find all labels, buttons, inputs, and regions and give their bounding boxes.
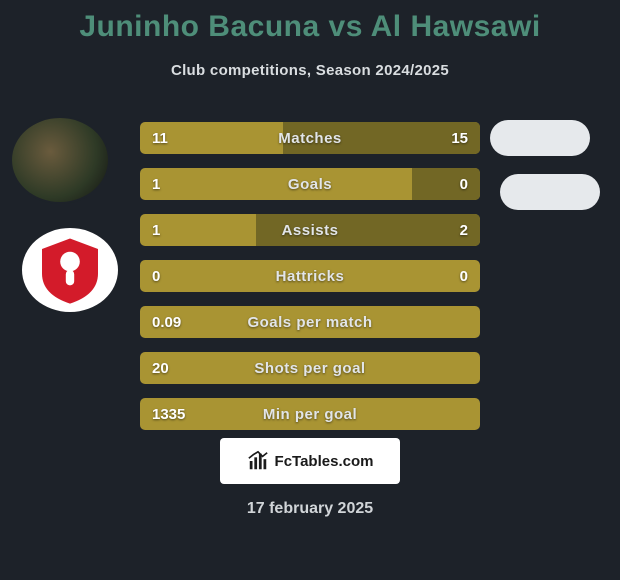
stat-label: Min per goal [140,406,480,423]
stat-right-value: 2 [432,222,468,239]
page-subtitle: Club competitions, Season 2024/2025 [0,62,620,79]
stat-row-gpm: 0.09 Goals per match [140,306,480,338]
stat-right-value: 0 [432,176,468,193]
stat-row-mpg: 1335 Min per goal [140,398,480,430]
stat-row-goals: 1 Goals 0 [140,168,480,200]
stat-label: Shots per goal [140,360,480,377]
stats-container: 11 Matches 15 1 Goals 0 1 Assists 2 0 Ha… [140,122,480,444]
brand-text: FcTables.com [275,453,374,470]
chart-icon [247,450,269,472]
stat-label: Assists [140,222,480,239]
stat-label: Goals per match [140,314,480,331]
stat-right-value: 0 [432,268,468,285]
stat-label: Hattricks [140,268,480,285]
stat-right-value: 15 [432,130,468,147]
stat-row-hattricks: 0 Hattricks 0 [140,260,480,292]
stat-label: Goals [140,176,480,193]
stat-row-assists: 1 Assists 2 [140,214,480,246]
player-right-pill-2 [500,174,600,210]
club-crest-icon [35,235,105,305]
page-title: Juninho Bacuna vs Al Hawsawi [0,0,620,44]
player-right-pill-1 [490,120,590,156]
stat-label: Matches [140,130,480,147]
player-right-avatar [20,226,120,314]
stat-row-spg: 20 Shots per goal [140,352,480,384]
player-left-avatar [10,116,110,204]
stat-row-matches: 11 Matches 15 [140,122,480,154]
brand-badge[interactable]: FcTables.com [220,438,400,484]
date-text: 17 february 2025 [0,500,620,518]
